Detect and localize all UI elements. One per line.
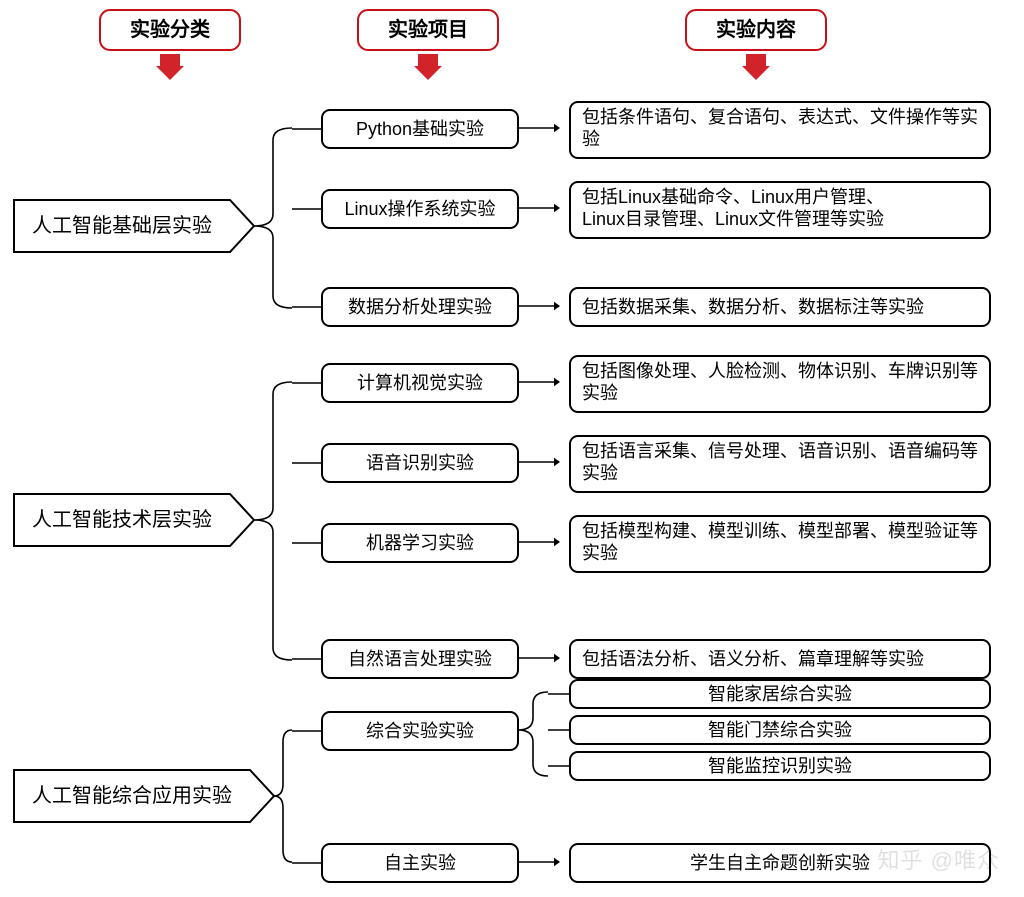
svg-text:Linux操作系统实验: Linux操作系统实验	[344, 199, 495, 219]
content-d24: 包括语法分析、语义分析、篇章理解等实验	[570, 640, 990, 678]
svg-text:自主实验: 自主实验	[384, 853, 456, 873]
content-d34: 学生自主命题创新实验	[570, 844, 990, 882]
content-d11: 包括条件语句、复合语句、表达式、文件操作等实验	[570, 102, 990, 158]
arrow-connector	[518, 204, 560, 212]
svg-text:包括语法分析、语义分析、篇章理解等实验: 包括语法分析、语义分析、篇章理解等实验	[582, 649, 924, 669]
svg-text:数据分析处理实验: 数据分析处理实验	[348, 297, 492, 317]
svg-text:包括语言采集、信号处理、语音识别、语音编码等: 包括语言采集、信号处理、语音识别、语音编码等	[582, 441, 978, 461]
brace-connector	[518, 692, 570, 776]
svg-text:实验内容: 实验内容	[716, 17, 796, 41]
content-d13: 包括数据采集、数据分析、数据标注等实验	[570, 288, 990, 326]
header-h2: 实验项目	[358, 10, 498, 80]
arrow-connector	[518, 302, 560, 310]
content-d12: 包括Linux基础命令、Linux用户管理、Linux目录管理、Linux文件管…	[570, 182, 990, 238]
project-p12: Linux操作系统实验 包括Linux基础命令、Linux用户管理、Linux目录…	[322, 182, 990, 238]
svg-text:智能门禁综合实验: 智能门禁综合实验	[708, 720, 852, 740]
category-c2: 人工智能技术层实验 计算机视觉实验 包括图像处理、人脸检测、物体识别、车牌识别等实验…	[14, 356, 990, 678]
project-p31: 综合实验实验 智能家居综合实验智能门禁综合实验智能监控识别实验	[322, 680, 990, 780]
svg-text:验: 验	[582, 129, 600, 149]
svg-text:包括Linux基础命令、Linux用户管理、: 包括Linux基础命令、Linux用户管理、	[582, 187, 884, 207]
content-d31: 智能家居综合实验	[570, 680, 990, 708]
svg-text:智能家居综合实验: 智能家居综合实验	[708, 684, 852, 704]
diagram-canvas: 实验分类 实验项目 实验内容人工智能基础层实验 Python基础实验 包括条件语句、复合…	[0, 0, 1024, 897]
brace-connector	[254, 128, 322, 308]
down-arrow-icon	[156, 54, 184, 80]
category-c1: 人工智能基础层实验 Python基础实验 包括条件语句、复合语句、表达式、文件操作等…	[14, 102, 990, 326]
project-p23: 机器学习实验 包括模型构建、模型训练、模型部署、模型验证等实验	[322, 516, 990, 572]
content-d23: 包括模型构建、模型训练、模型部署、模型验证等实验	[570, 516, 990, 572]
project-p24: 自然语言处理实验 包括语法分析、语义分析、篇章理解等实验	[322, 640, 990, 678]
arrow-connector	[518, 858, 560, 866]
svg-text:学生自主命题创新实验: 学生自主命题创新实验	[690, 853, 870, 873]
svg-text:智能监控识别实验: 智能监控识别实验	[708, 756, 852, 776]
arrow-connector	[518, 538, 560, 546]
brace-connector	[274, 730, 322, 863]
project-p21: 计算机视觉实验 包括图像处理、人脸检测、物体识别、车牌识别等实验	[322, 356, 990, 412]
svg-text:实验项目: 实验项目	[388, 17, 468, 41]
svg-text:Linux目录管理、Linux文件管理等实验: Linux目录管理、Linux文件管理等实验	[582, 209, 884, 229]
svg-text:实验: 实验	[582, 463, 618, 483]
down-arrow-icon	[742, 54, 770, 80]
arrow-connector	[518, 378, 560, 386]
arrow-connector	[518, 458, 560, 466]
project-p32: 自主实验 学生自主命题创新实验	[322, 844, 990, 882]
svg-text:人工智能综合应用实验: 人工智能综合应用实验	[32, 784, 232, 807]
project-p22: 语音识别实验 包括语言采集、信号处理、语音识别、语音编码等实验	[322, 436, 990, 492]
svg-text:人工智能基础层实验: 人工智能基础层实验	[32, 214, 212, 237]
arrow-connector	[518, 124, 560, 132]
brace-connector	[254, 382, 322, 660]
category-c3: 人工智能综合应用实验 综合实验实验 智能家居综合实验智能门禁综合实验智能监控识别实验…	[14, 680, 990, 882]
svg-text:计算机视觉实验: 计算机视觉实验	[357, 373, 483, 393]
content-d21: 包括图像处理、人脸检测、物体识别、车牌识别等实验	[570, 356, 990, 412]
svg-text:综合实验实验: 综合实验实验	[366, 721, 474, 741]
project-p11: Python基础实验 包括条件语句、复合语句、表达式、文件操作等实验	[322, 102, 990, 158]
svg-text:实验: 实验	[582, 383, 618, 403]
svg-text:语音识别实验: 语音识别实验	[366, 453, 474, 473]
down-arrow-icon	[414, 54, 442, 80]
svg-text:人工智能技术层实验: 人工智能技术层实验	[32, 508, 212, 531]
header-h3: 实验内容	[686, 10, 826, 80]
svg-text:实验: 实验	[582, 543, 618, 563]
svg-text:机器学习实验: 机器学习实验	[366, 533, 474, 553]
arrow-connector	[518, 654, 560, 662]
content-d33: 智能监控识别实验	[570, 752, 990, 780]
svg-text:包括条件语句、复合语句、表达式、文件操作等实: 包括条件语句、复合语句、表达式、文件操作等实	[582, 107, 978, 127]
svg-text:自然语言处理实验: 自然语言处理实验	[348, 649, 492, 669]
content-d22: 包括语言采集、信号处理、语音识别、语音编码等实验	[570, 436, 990, 492]
svg-text:Python基础实验: Python基础实验	[356, 119, 484, 139]
svg-text:包括图像处理、人脸检测、物体识别、车牌识别等: 包括图像处理、人脸检测、物体识别、车牌识别等	[582, 361, 978, 381]
content-d32: 智能门禁综合实验	[570, 716, 990, 744]
svg-text:实验分类: 实验分类	[130, 17, 210, 41]
header-h1: 实验分类	[100, 10, 240, 80]
project-p13: 数据分析处理实验 包括数据采集、数据分析、数据标注等实验	[322, 288, 990, 326]
svg-text:包括数据采集、数据分析、数据标注等实验: 包括数据采集、数据分析、数据标注等实验	[582, 297, 924, 317]
svg-text:包括模型构建、模型训练、模型部署、模型验证等: 包括模型构建、模型训练、模型部署、模型验证等	[582, 521, 978, 541]
